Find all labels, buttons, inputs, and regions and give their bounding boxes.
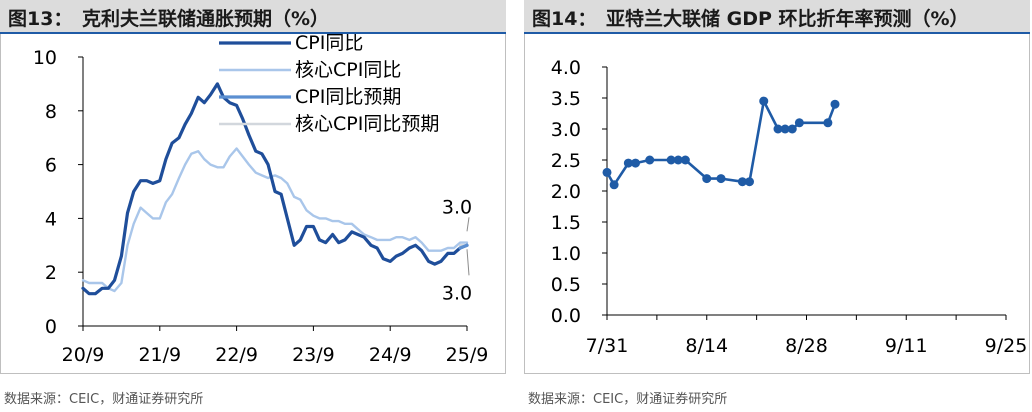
series-line-1 <box>81 147 469 293</box>
y-tick-label: 4.0 <box>551 57 581 79</box>
data-point <box>830 99 840 109</box>
legend-label: CPI同比预期 <box>295 86 401 108</box>
x-tick-label: 8/28 <box>785 335 828 357</box>
y-tick-label: 2.0 <box>551 181 581 203</box>
data-point <box>609 180 619 190</box>
title-underline <box>0 32 506 34</box>
annotation-leader <box>466 249 470 276</box>
series-line-0 <box>81 82 469 296</box>
data-point <box>631 158 640 168</box>
figure-title: 克利夫兰联储通胀预期（%） <box>82 8 330 30</box>
source-note: 数据来源：CEIC，财通证券研究所 <box>528 392 728 407</box>
legend-label: 核心CPI同比 <box>295 59 401 81</box>
y-tick-label: 2 <box>45 262 57 284</box>
data-point <box>773 124 783 134</box>
data-point <box>673 155 683 165</box>
annotation-label: 3.0 <box>442 196 472 218</box>
y-tick-label: 3.5 <box>551 88 581 110</box>
annotation-leader <box>466 217 470 232</box>
data-point <box>623 158 633 168</box>
x-tick-label: 22/9 <box>215 344 258 366</box>
figure-number: 图13： <box>8 8 73 30</box>
x-tick-label: 24/9 <box>369 344 412 366</box>
gdp-forecast-chart: 0.0 0.5 1.0 1.5 2.0 2.5 3.0 3.5 4.0 7/31 8/14 8/28 9… <box>551 57 1028 357</box>
x-tick-label: 9/11 <box>885 335 928 357</box>
title-underline <box>524 32 1030 34</box>
inflation-expectation-chart: 0 2 4 6 8 10 20/9 21/9 22/9 23/9 24/9 25/9 CPI同比核心CP… <box>33 34 489 366</box>
figure-title-bar: 图14： 亚特兰大联储 GDP 环比折年率预测（%） <box>524 0 1030 32</box>
source-note: 数据来源：CEIC，财通证券研究所 <box>4 392 204 407</box>
y-tick-label: 1.5 <box>551 212 581 234</box>
data-point <box>666 155 676 165</box>
data-point <box>759 96 769 106</box>
y-tick-label: 1.0 <box>551 243 581 265</box>
data-point <box>602 167 612 177</box>
x-tick-label: 23/9 <box>292 344 335 366</box>
data-point <box>780 124 790 134</box>
panel-cleveland-inflation: 图13： 克利夫兰联储通胀预期（%） 0 2 4 6 8 10 20/9 21/9 22/9 23… <box>0 0 506 412</box>
data-point <box>787 124 797 134</box>
y-tick-label: 0.5 <box>551 274 581 296</box>
y-tick-label: 2.5 <box>551 150 581 172</box>
y-tick-label: 3.0 <box>551 119 581 141</box>
chart-frame: 0 2 4 6 8 10 20/9 21/9 22/9 23/9 24/9 25/9 CPI同比核心CP… <box>0 34 506 374</box>
data-point <box>716 174 726 184</box>
y-tick-label: 4 <box>45 208 57 230</box>
x-tick-label: 8/14 <box>685 335 728 357</box>
y-tick-label: 8 <box>45 101 57 123</box>
annotation-label: 3.0 <box>442 282 472 304</box>
series-line <box>605 99 837 187</box>
legend-label: 核心CPI同比预期 <box>295 113 439 135</box>
data-point <box>745 177 754 187</box>
x-tick-label: 7/31 <box>586 335 629 357</box>
x-tick-label: 21/9 <box>138 344 181 366</box>
series-line-2 <box>458 243 469 250</box>
y-tick-label: 0.0 <box>551 305 581 327</box>
y-tick-label: 0 <box>45 316 57 338</box>
data-point <box>737 177 747 187</box>
x-tick-label: 25/9 <box>446 344 489 366</box>
y-tick-label: 10 <box>33 47 57 69</box>
x-tick-label: 9/25 <box>985 335 1028 357</box>
legend-label: CPI同比 <box>295 34 363 54</box>
figure-title-bar: 图13： 克利夫兰联储通胀预期（%） <box>0 0 506 32</box>
x-tick-label: 20/9 <box>62 344 105 366</box>
data-point <box>823 118 833 128</box>
data-point <box>702 174 712 184</box>
panel-atlanta-gdpnow: 图14： 亚特兰大联储 GDP 环比折年率预测（%） 0.0 0.5 1.0 1.5 2… <box>524 0 1030 412</box>
data-point <box>794 118 804 128</box>
y-tick-label: 6 <box>45 155 57 177</box>
data-point <box>645 155 655 165</box>
figure-title: 亚特兰大联储 GDP 环比折年率预测（%） <box>606 8 969 30</box>
chart-frame: 0.0 0.5 1.0 1.5 2.0 2.5 3.0 3.5 4.0 7/31 8/14 8/28 9… <box>524 34 1030 374</box>
figure-number: 图14： <box>532 8 597 30</box>
data-point <box>680 155 690 165</box>
